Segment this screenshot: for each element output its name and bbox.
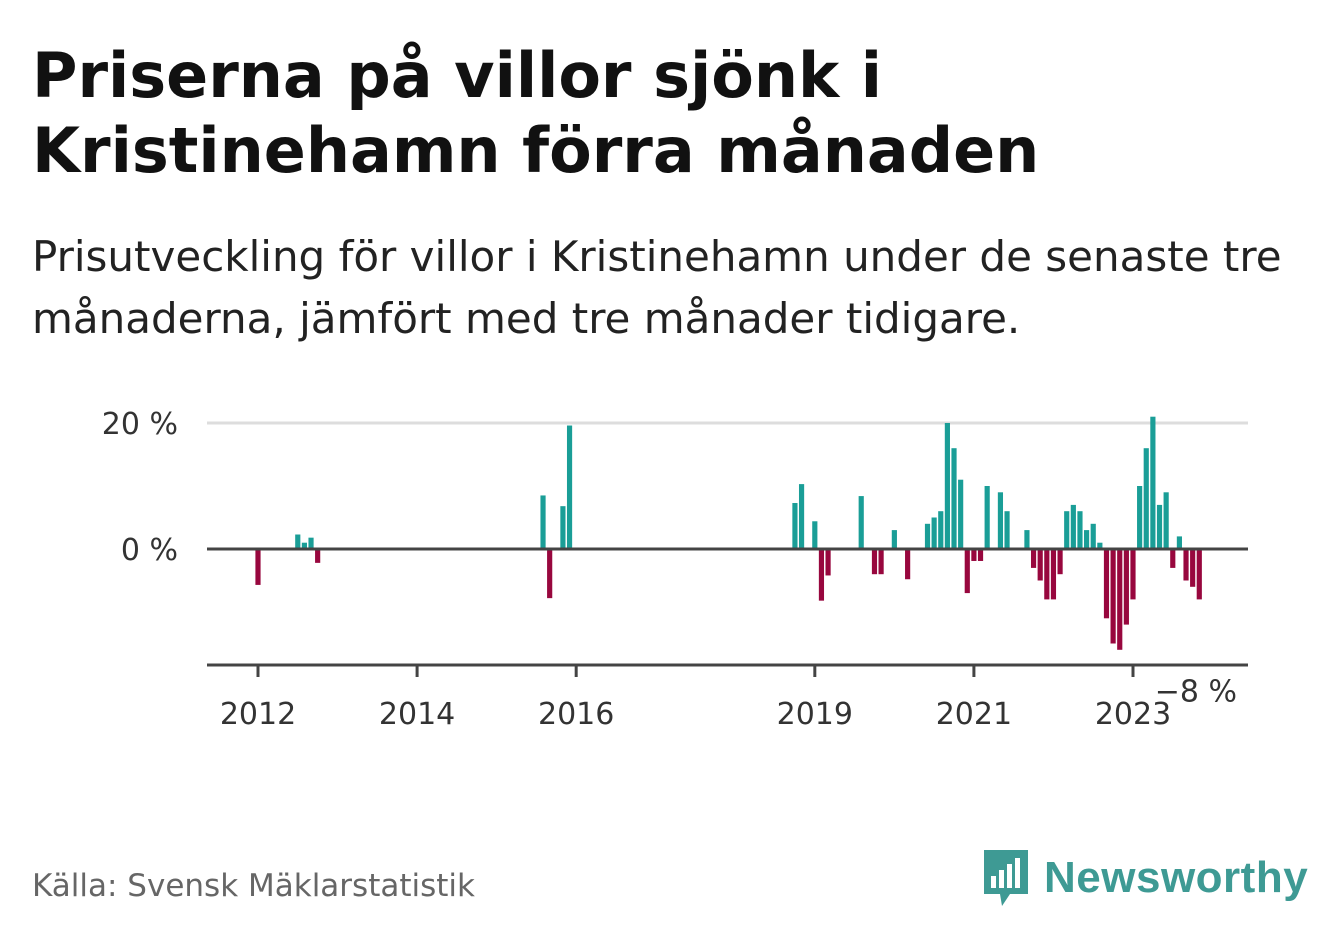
bar <box>301 542 307 549</box>
bar <box>958 479 964 549</box>
bar <box>825 549 831 576</box>
y-tick-label: 20 % <box>102 407 178 442</box>
bar <box>871 549 878 575</box>
bar <box>1110 549 1116 644</box>
bar <box>1090 523 1096 549</box>
bar <box>977 549 984 561</box>
bar <box>315 549 321 563</box>
bar <box>1150 416 1156 549</box>
bar <box>547 549 553 599</box>
bar <box>1143 448 1149 549</box>
x-tick-label: 2023 <box>1095 697 1171 732</box>
bar <box>938 511 944 549</box>
bar <box>1084 530 1090 549</box>
bar <box>295 534 301 549</box>
source-note: Källa: Svensk Mäklarstatistik <box>32 868 475 904</box>
bars <box>255 416 1202 650</box>
bar <box>1190 549 1196 587</box>
bar <box>1117 549 1123 650</box>
x-tick-label: 2014 <box>379 697 455 732</box>
axes <box>207 547 1248 677</box>
bar <box>560 506 566 549</box>
bar <box>951 448 957 549</box>
bar <box>255 549 261 585</box>
bar <box>818 549 825 601</box>
bar <box>1050 549 1057 600</box>
brand-logo: Newsworthy <box>980 846 1308 910</box>
bar <box>1077 511 1083 549</box>
x-tick-label: 2019 <box>777 697 853 732</box>
bar <box>1196 549 1202 600</box>
bar <box>1137 486 1143 549</box>
bar <box>964 549 970 594</box>
bar <box>1030 549 1037 568</box>
bar <box>997 492 1004 549</box>
bar <box>1004 511 1010 549</box>
bar <box>1183 549 1189 581</box>
bar <box>540 495 546 549</box>
chart-title: Priserna på villor sjönk i Kristinehamn … <box>32 39 1040 187</box>
y-tick-label: 0 % <box>121 533 178 568</box>
bar <box>905 549 911 580</box>
bar <box>1057 549 1063 575</box>
bar <box>798 484 805 549</box>
bar <box>792 503 798 549</box>
brand-name: Newsworthy <box>1044 853 1309 902</box>
bar <box>1070 504 1076 549</box>
bar <box>812 521 818 549</box>
x-tick-label: 2012 <box>220 697 296 732</box>
bar <box>1170 549 1176 568</box>
bar-chart: 0 % 20 % 2012 2014 2016 2019 2021 2023−8 % <box>102 407 1248 732</box>
tick-labels: 0 % 20 % 2012 2014 2016 2019 2021 2023−8 % <box>102 407 1237 732</box>
bar <box>891 530 897 549</box>
x-tick-label: 2016 <box>538 697 614 732</box>
bar <box>1163 492 1169 549</box>
bar <box>1103 549 1110 619</box>
bar <box>1156 504 1163 549</box>
bar <box>1130 549 1136 600</box>
bar <box>984 486 990 549</box>
bar <box>1176 536 1182 549</box>
newsworthy-logo-icon <box>984 850 1028 906</box>
bar <box>566 425 573 549</box>
bar <box>1037 549 1043 581</box>
bar <box>924 523 931 549</box>
bar <box>1064 511 1070 549</box>
bar <box>1097 542 1103 549</box>
bar <box>1044 549 1050 600</box>
bar <box>858 496 864 549</box>
bar <box>971 549 977 561</box>
bar <box>1024 530 1030 549</box>
bar <box>1123 549 1129 625</box>
bar <box>944 423 950 549</box>
chart-subtitle: Prisutveckling för villor i Kristinehamn… <box>32 232 1282 343</box>
bar <box>308 537 314 549</box>
bar <box>931 517 937 549</box>
bar <box>878 549 884 575</box>
last-value-label: −8 % <box>1155 674 1237 709</box>
x-tick-label: 2021 <box>936 697 1012 732</box>
